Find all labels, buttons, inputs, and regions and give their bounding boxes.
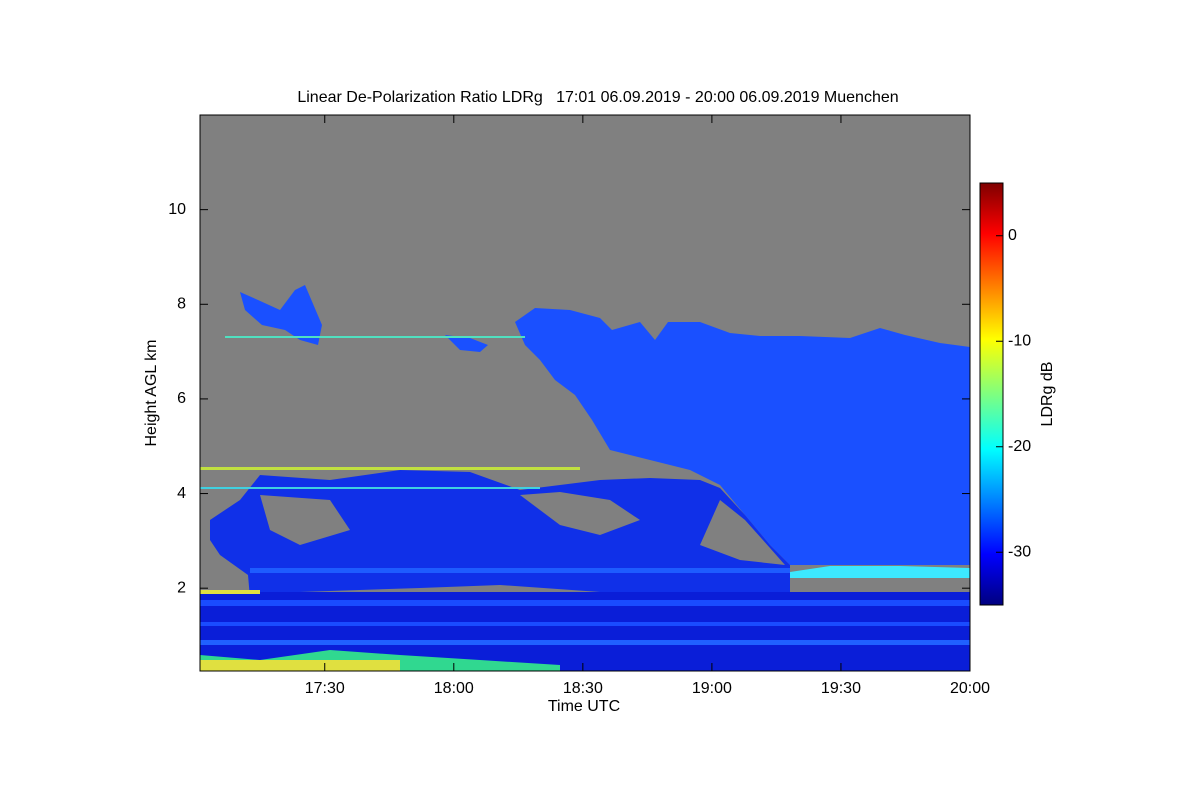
colorbar-tick-label: 0 bbox=[1008, 227, 1017, 244]
y-tick-label: 10 bbox=[168, 201, 186, 218]
y-axis-label: Height AGL km bbox=[143, 339, 160, 446]
mid-gaps bbox=[700, 500, 785, 565]
noise-line bbox=[225, 336, 525, 338]
cirrus bbox=[240, 285, 322, 345]
x-tick-label: 18:00 bbox=[434, 680, 474, 697]
surface-noise bbox=[200, 660, 400, 671]
layer-line bbox=[790, 566, 970, 578]
x-tick-label: 20:00 bbox=[950, 680, 990, 697]
colorbar-label: LDRg dB bbox=[1039, 362, 1056, 427]
heatmap bbox=[200, 115, 970, 671]
low-layer bbox=[200, 622, 970, 626]
x-tick-label: 19:00 bbox=[692, 680, 732, 697]
noise-line bbox=[200, 487, 540, 489]
y-tick-label: 4 bbox=[177, 485, 186, 502]
y-tick-label: 8 bbox=[177, 295, 186, 312]
low-layer bbox=[200, 640, 970, 645]
x-axis-label: Time UTC bbox=[548, 698, 620, 715]
y-tick-label: 6 bbox=[177, 390, 186, 407]
mid-gaps bbox=[520, 492, 640, 535]
cirrus bbox=[445, 335, 488, 352]
x-tick-label: 18:30 bbox=[563, 680, 603, 697]
upper-cloud bbox=[515, 308, 970, 565]
mid-cloud bbox=[210, 470, 790, 598]
colorbar-tick-label: -20 bbox=[1008, 438, 1031, 455]
x-tick-label: 17:30 bbox=[305, 680, 345, 697]
colorbar-tick-label: -10 bbox=[1008, 332, 1031, 349]
chart-title: Linear De-Polarization Ratio LDRg 17:01 … bbox=[297, 89, 898, 106]
plot-frame bbox=[199, 114, 971, 672]
mid-gaps bbox=[260, 495, 350, 545]
y-tick-label: 2 bbox=[177, 579, 186, 596]
colorbar-tick-label: -30 bbox=[1008, 543, 1031, 560]
x-tick-label: 19:30 bbox=[821, 680, 861, 697]
low-layer bbox=[200, 600, 970, 606]
colorbar bbox=[979, 182, 1004, 606]
noise-line bbox=[200, 467, 580, 470]
layer-line bbox=[250, 568, 790, 573]
noise-line bbox=[200, 590, 260, 594]
